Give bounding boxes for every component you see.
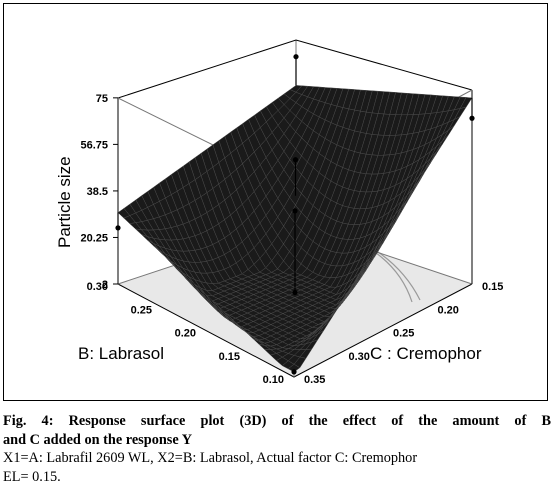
design-point	[291, 369, 297, 375]
y-tick-label: 0.25	[393, 328, 414, 340]
x-tick-label: 0.25	[131, 304, 152, 316]
response-surface-plot: 2 20.25 38.5 56.75 75 0.30 0.25 0.20 0.15 0.10 0…	[55, 39, 503, 386]
x-tick-label: 0.15	[219, 351, 240, 363]
y-axis-label: C : Cremophor	[370, 344, 482, 363]
y-tick-label: 0.15	[482, 281, 503, 293]
z-axis-label: Particle size	[55, 156, 74, 248]
y-tick-label: 0.20	[438, 304, 459, 316]
design-point	[292, 157, 299, 163]
design-point	[292, 289, 298, 296]
design-point	[293, 54, 299, 60]
z-tick-label: 75	[96, 93, 108, 105]
x-axis-label: B: Labrasol	[78, 344, 164, 363]
response-surface	[117, 85, 473, 373]
y-tick-label: 0.30	[349, 351, 370, 363]
design-point	[469, 115, 475, 121]
design-point	[292, 208, 298, 214]
caption-line-1: Fig. 4: Response surface plot (3D) of th…	[3, 413, 551, 429]
caption-line-3: X1=A: Labrafil 2609 WL, X2=B: Labrasol, …	[3, 450, 418, 466]
x-tick-label: 0.20	[175, 328, 196, 340]
z-tick-label: 2	[102, 279, 108, 291]
z-tick-label: 20.25	[80, 232, 108, 244]
z-tick-label: 56.75	[80, 139, 108, 151]
design-points	[115, 54, 475, 375]
caption-line-4: EL= 0.15.	[3, 468, 61, 485]
figure-caption: Fig. 4: Response surface plot (3D) of th…	[3, 412, 551, 486]
y-tick-label: 0.35	[304, 374, 325, 386]
z-tick-label: 38.5	[87, 186, 108, 198]
design-point	[115, 225, 121, 231]
x-tick-label: 0.10	[263, 374, 284, 386]
y-axis-ticks: 0.15 0.20 0.25 0.30 0.35	[304, 281, 503, 386]
z-axis-ticks: 2 20.25 38.5 56.75 75	[80, 93, 118, 291]
x-axis-ticks: 0.30 0.25 0.20 0.15 0.10	[87, 281, 284, 386]
caption-line-2: and C added on the response Y	[3, 431, 193, 448]
x-tick-label: 0.30	[87, 281, 108, 293]
